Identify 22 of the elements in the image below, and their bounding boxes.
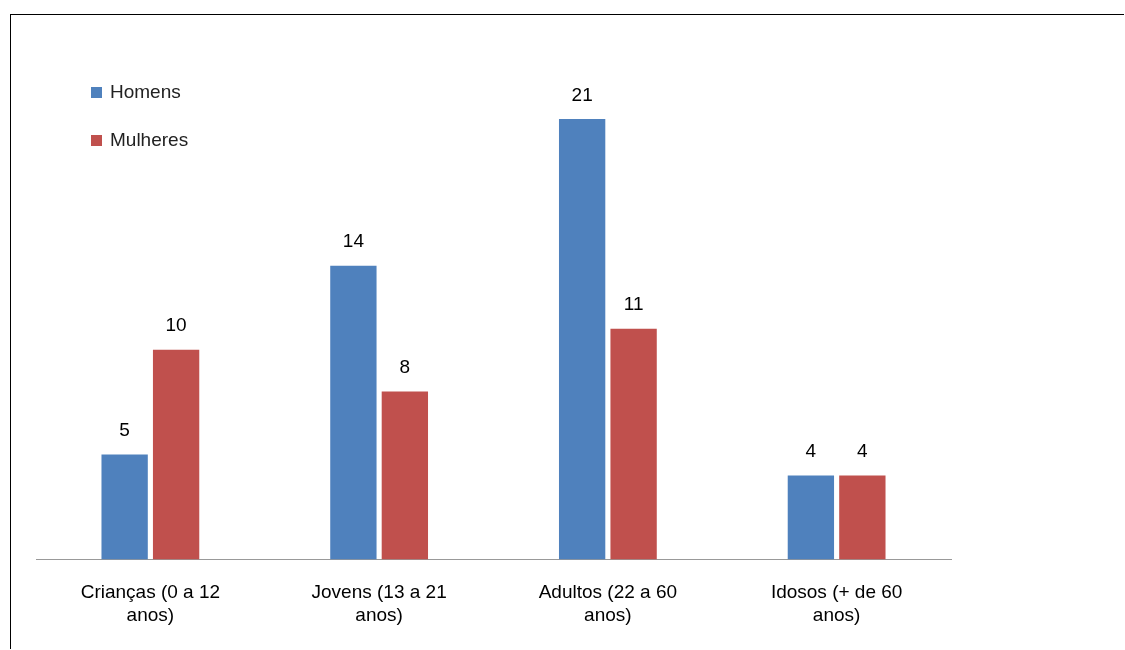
data-label: 5 [119, 419, 130, 441]
legend-label: Homens [110, 81, 181, 103]
x-tick-label: Idosos (+ de 60 anos) [770, 581, 903, 625]
data-label: 14 [342, 230, 365, 252]
bar [101, 454, 148, 560]
legend-label: Mulheres [110, 129, 189, 151]
data-label: 11 [623, 293, 644, 315]
x-tick-label: Jovens (13 a 21 anos) [311, 581, 447, 625]
bar [381, 391, 429, 560]
data-label: 4 [805, 440, 817, 462]
data-label: 10 [165, 314, 187, 336]
bar [330, 265, 377, 560]
bar [558, 118, 606, 560]
bar [610, 328, 657, 560]
x-tick-label: Adultos (22 a 60 anos) [538, 581, 678, 625]
bar [152, 349, 200, 560]
bar [839, 475, 886, 560]
bar [787, 475, 835, 560]
data-label: 8 [399, 356, 411, 378]
data-label: 21 [571, 83, 593, 105]
x-tick-label: Crianças (0 a 12 anos) [80, 581, 221, 625]
data-label: 4 [857, 440, 869, 462]
